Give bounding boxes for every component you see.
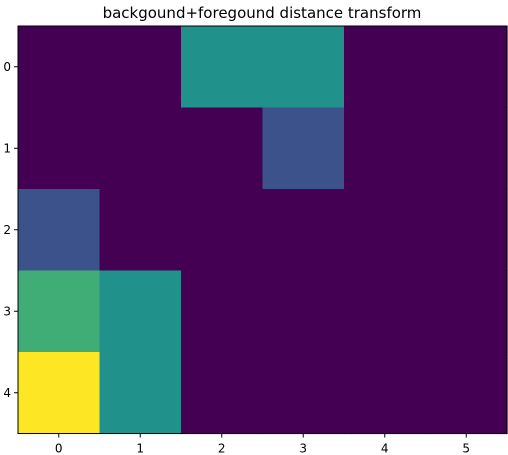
heatmap-cell <box>425 189 508 272</box>
heatmap-cell <box>344 352 427 435</box>
y-axis: 0 1 2 3 4 <box>3 60 18 400</box>
heatmap-cell <box>181 270 264 353</box>
x-tick-label: 0 <box>55 442 63 455</box>
heatmap-cell <box>344 26 427 109</box>
heatmap-cell <box>99 26 182 109</box>
heatmap-cell <box>181 26 264 109</box>
heatmap-cell <box>425 26 508 109</box>
y-tick-label: 2 <box>3 223 11 237</box>
x-tick-label: 3 <box>299 442 307 455</box>
x-tick-label: 4 <box>381 442 389 455</box>
heatmap-cell <box>18 26 101 109</box>
y-tick-label: 4 <box>3 386 11 400</box>
heatmap-cell <box>262 26 345 109</box>
y-tick-label: 3 <box>3 304 11 318</box>
heatmap-cell <box>425 270 508 353</box>
heatmap-cell <box>344 270 427 353</box>
y-tick-label: 1 <box>3 141 11 155</box>
heatmap-cell <box>262 352 345 435</box>
y-tick-label: 0 <box>3 60 11 74</box>
x-tick-label: 1 <box>136 442 144 455</box>
heatmap-cell <box>262 189 345 272</box>
heatmap-cell <box>181 189 264 272</box>
heatmap-cell <box>344 107 427 190</box>
heatmap-cell <box>99 107 182 190</box>
heatmap-cell <box>99 189 182 272</box>
heatmap-cell <box>18 270 101 353</box>
heatmap-cell <box>262 107 345 190</box>
heatmap-cell <box>262 270 345 353</box>
heatmap-cell <box>425 107 508 190</box>
x-axis: 0 1 2 3 4 5 <box>55 433 470 455</box>
heatmap-cells <box>18 26 508 435</box>
heatmap-cell <box>18 189 101 272</box>
x-tick-label: 2 <box>218 442 226 455</box>
heatmap-cell <box>344 189 427 272</box>
x-tick-label: 5 <box>462 442 470 455</box>
heatmap-cell <box>18 107 101 190</box>
heatmap-cell <box>99 270 182 353</box>
heatmap-cell <box>181 107 264 190</box>
heatmap-cell <box>181 352 264 435</box>
heatmap-cell <box>18 352 101 435</box>
heatmap-cell <box>99 352 182 435</box>
heatmap-cell <box>425 352 508 435</box>
chart-title: backgound+foregound distance transform <box>103 4 422 22</box>
